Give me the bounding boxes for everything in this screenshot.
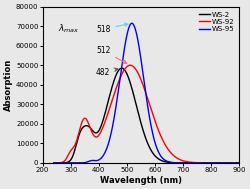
WS-2	[232, 162, 235, 164]
WS-92	[129, 64, 132, 66]
WS-92	[138, 74, 140, 77]
WS-95	[138, 46, 140, 48]
WS-95	[62, 162, 65, 164]
Text: $\lambda_{max}$: $\lambda_{max}$	[58, 22, 80, 35]
Line: WS-92: WS-92	[54, 65, 239, 163]
WS-2	[52, 162, 55, 164]
WS-95	[142, 80, 146, 82]
WS-95	[130, 22, 133, 24]
WS-92	[232, 162, 235, 164]
WS-92	[238, 162, 240, 164]
WS-95	[52, 162, 55, 164]
Legend: WS-2, WS-92, WS-95: WS-2, WS-92, WS-95	[198, 10, 235, 34]
WS-95	[232, 162, 235, 164]
WS-2	[120, 67, 123, 69]
Line: WS-2: WS-2	[54, 68, 239, 163]
WS-2	[232, 162, 235, 164]
WS-92	[232, 162, 235, 164]
WS-2	[62, 162, 65, 164]
WS-95	[232, 162, 235, 164]
X-axis label: Wavelength (nm): Wavelength (nm)	[100, 176, 182, 185]
Text: 482: 482	[96, 68, 118, 77]
Text: 518: 518	[96, 23, 128, 34]
WS-95	[238, 162, 240, 164]
WS-95	[198, 162, 201, 164]
WS-92	[62, 161, 65, 163]
Line: WS-95: WS-95	[54, 23, 239, 163]
WS-2	[238, 162, 240, 164]
WS-2	[138, 115, 140, 117]
WS-92	[142, 87, 146, 89]
WS-92	[52, 162, 55, 164]
WS-2	[142, 132, 146, 134]
WS-92	[198, 162, 201, 164]
Text: 512: 512	[96, 46, 127, 63]
WS-2	[198, 162, 201, 164]
Y-axis label: Absorption: Absorption	[4, 59, 13, 111]
